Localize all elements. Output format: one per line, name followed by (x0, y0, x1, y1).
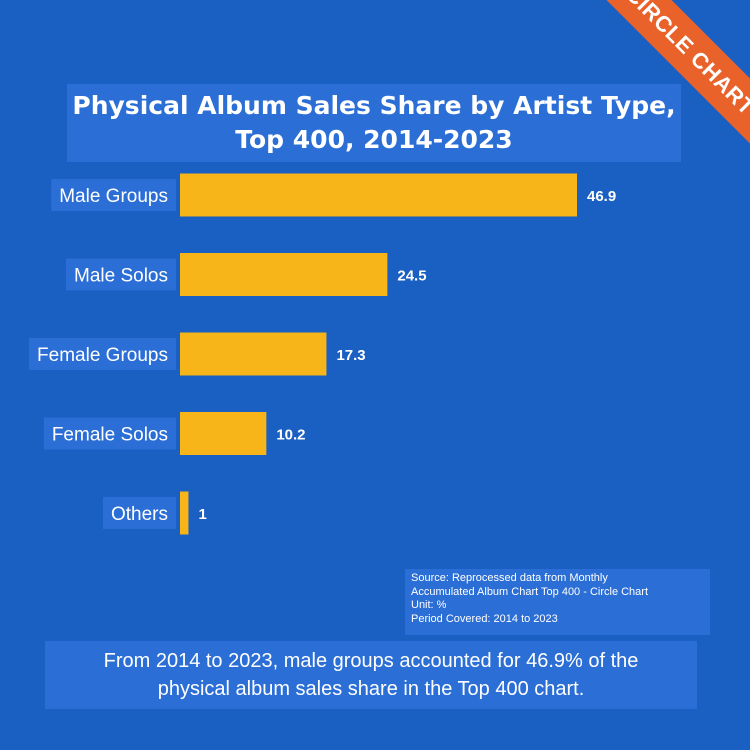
category-label-panel (66, 258, 176, 291)
category-label: Others (111, 504, 168, 525)
summary-text: From 2014 to 2023, male groups accounted… (103, 650, 639, 700)
bar-group: Female Solos 10.2 (43, 412, 306, 455)
category-label: Female Groups (37, 345, 168, 366)
source-note: Source: Reprocessed data from Monthly Ac… (405, 569, 710, 635)
bar-chart: Male Groups 46.9 Male Solos 24.5 Female Grou… (29, 173, 616, 535)
summary-panel: From 2014 to 2023, male groups accounted… (45, 641, 697, 709)
category-label-panel (102, 497, 176, 529)
value-label: 1 (198, 506, 206, 523)
bar-group: Male Groups 46.9 (51, 173, 616, 217)
period-line: Period Covered: 2014 to 2023 (411, 612, 558, 625)
value-label: 46.9 (587, 188, 616, 205)
category-label-panel (51, 179, 176, 211)
bar-group: Others 1 (102, 491, 207, 535)
bar-group: Female Groups 17.3 (29, 332, 366, 376)
bar (180, 173, 577, 217)
bar (180, 491, 189, 535)
category-label: Male Groups (59, 186, 168, 207)
source-line: Source: Reprocessed data from Monthly (411, 572, 608, 584)
value-label: 17.3 (336, 347, 365, 364)
category-label-panel (43, 417, 176, 450)
value-label: 10.2 (276, 427, 305, 444)
source-line: Accumulated Album Chart Top 400 - Circle… (411, 585, 649, 598)
bar (180, 332, 327, 376)
chart-title-panel: Physical Album Sales Share by Artist Typ… (67, 84, 681, 162)
value-label: 24.5 (397, 268, 426, 285)
category-label: Male Solos (74, 266, 168, 287)
bar (180, 253, 388, 296)
category-label: Female Solos (52, 425, 168, 446)
chart-title: Physical Album Sales Share by Artist Typ… (72, 91, 676, 154)
bar-group: Male Solos 24.5 (66, 253, 427, 296)
unit-line: Unit: % (411, 599, 447, 611)
category-label-panel (29, 338, 176, 370)
bar (180, 412, 267, 455)
